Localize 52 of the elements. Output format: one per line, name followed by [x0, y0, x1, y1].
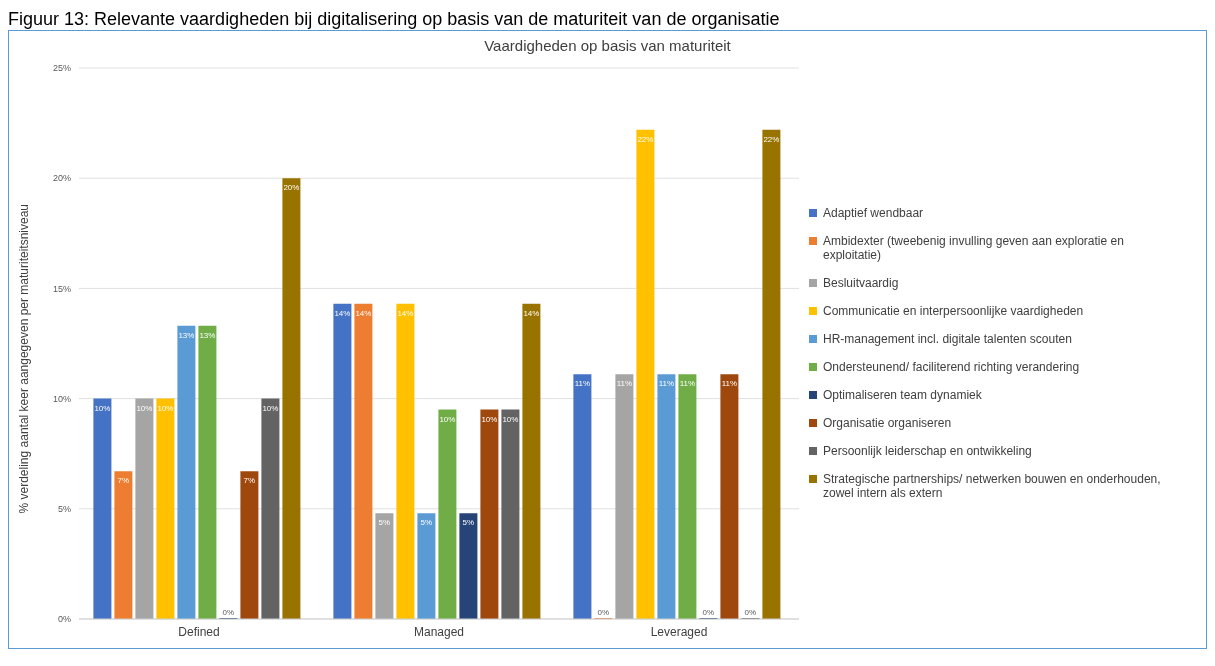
data-label: 7%	[117, 476, 130, 486]
data-label: 20%	[283, 183, 300, 193]
data-label: 10%	[481, 414, 498, 424]
legend-label: Organisatie organiseren	[823, 416, 952, 430]
data-label: 0%	[222, 608, 235, 617]
data-label: 0%	[744, 608, 757, 617]
x-tick-label: Defined	[178, 624, 220, 639]
y-tick-label: 10%	[52, 393, 71, 404]
data-label: 0%	[702, 608, 715, 617]
legend-label: Optimaliseren team dynamiek	[823, 388, 982, 402]
data-label: 14%	[397, 308, 414, 318]
data-label: 11%	[721, 379, 738, 389]
data-label: 14%	[523, 308, 540, 318]
legend-label: HR-management incl. digitale talenten scouten	[823, 332, 1072, 346]
data-label: 11%	[574, 379, 591, 389]
data-label: 10%	[262, 403, 279, 413]
data-label: 22%	[763, 134, 780, 144]
legend-label: Besluitvaardig	[823, 276, 899, 290]
legend-label: Strategische partnerships/ netwerken bouwen en onderhouden, zowel intern als extern	[823, 472, 1162, 500]
data-label: 10%	[136, 403, 153, 413]
y-tick-label: 5%	[57, 503, 71, 514]
data-label: 5%	[462, 518, 475, 528]
legend-label: Persoonlijk leiderschap en ontwikkeling	[823, 444, 1032, 458]
data-label: 10%	[94, 403, 111, 413]
y-tick-label: 20%	[52, 173, 71, 184]
text: Figuur 13: Relevante vaardigheden bij digitalisering op basis van de maturiteit van de organisatie	[8, 8, 781, 30]
legend-label: Ondersteunend/ faciliterend richting verandering	[823, 360, 1080, 374]
data-label: 5%	[378, 518, 391, 528]
data-label: 14%	[355, 308, 372, 318]
data-label: 13%	[178, 330, 195, 340]
y-tick-label: 25%	[52, 63, 71, 74]
data-label: 13%	[199, 330, 216, 340]
legend-label: Adaptief wendbaar	[823, 206, 924, 220]
data-label: 5%	[420, 518, 433, 528]
data-label: 10%	[439, 414, 456, 424]
data-label: 7%	[243, 476, 256, 486]
data-label: 11%	[679, 379, 696, 389]
data-label: 14%	[334, 308, 351, 318]
data-label: 11%	[616, 379, 633, 389]
data-label: 10%	[502, 414, 519, 424]
data-label: 11%	[658, 379, 675, 389]
x-tick-label: Leveraged	[650, 624, 708, 639]
data-label: 0%	[597, 608, 610, 617]
data-label: 22%	[637, 134, 654, 144]
legend-label: Communicatie en interpersoonlijke vaardigheden	[823, 304, 1084, 318]
chart-title: Vaardigheden op basis van maturiteit	[483, 37, 732, 54]
legend-label: Ambidexter (tweebenig invulling geven aan exploratie en exploitatie)	[823, 234, 1125, 262]
y-axis-title: % verdeling aantal keer aangegeven per maturiteitsniveau	[17, 203, 32, 514]
y-tick-label: 15%	[52, 283, 71, 294]
x-tick-label: Managed	[413, 624, 465, 639]
data-label: 10%	[157, 403, 174, 413]
y-tick-label: 0%	[57, 614, 71, 625]
